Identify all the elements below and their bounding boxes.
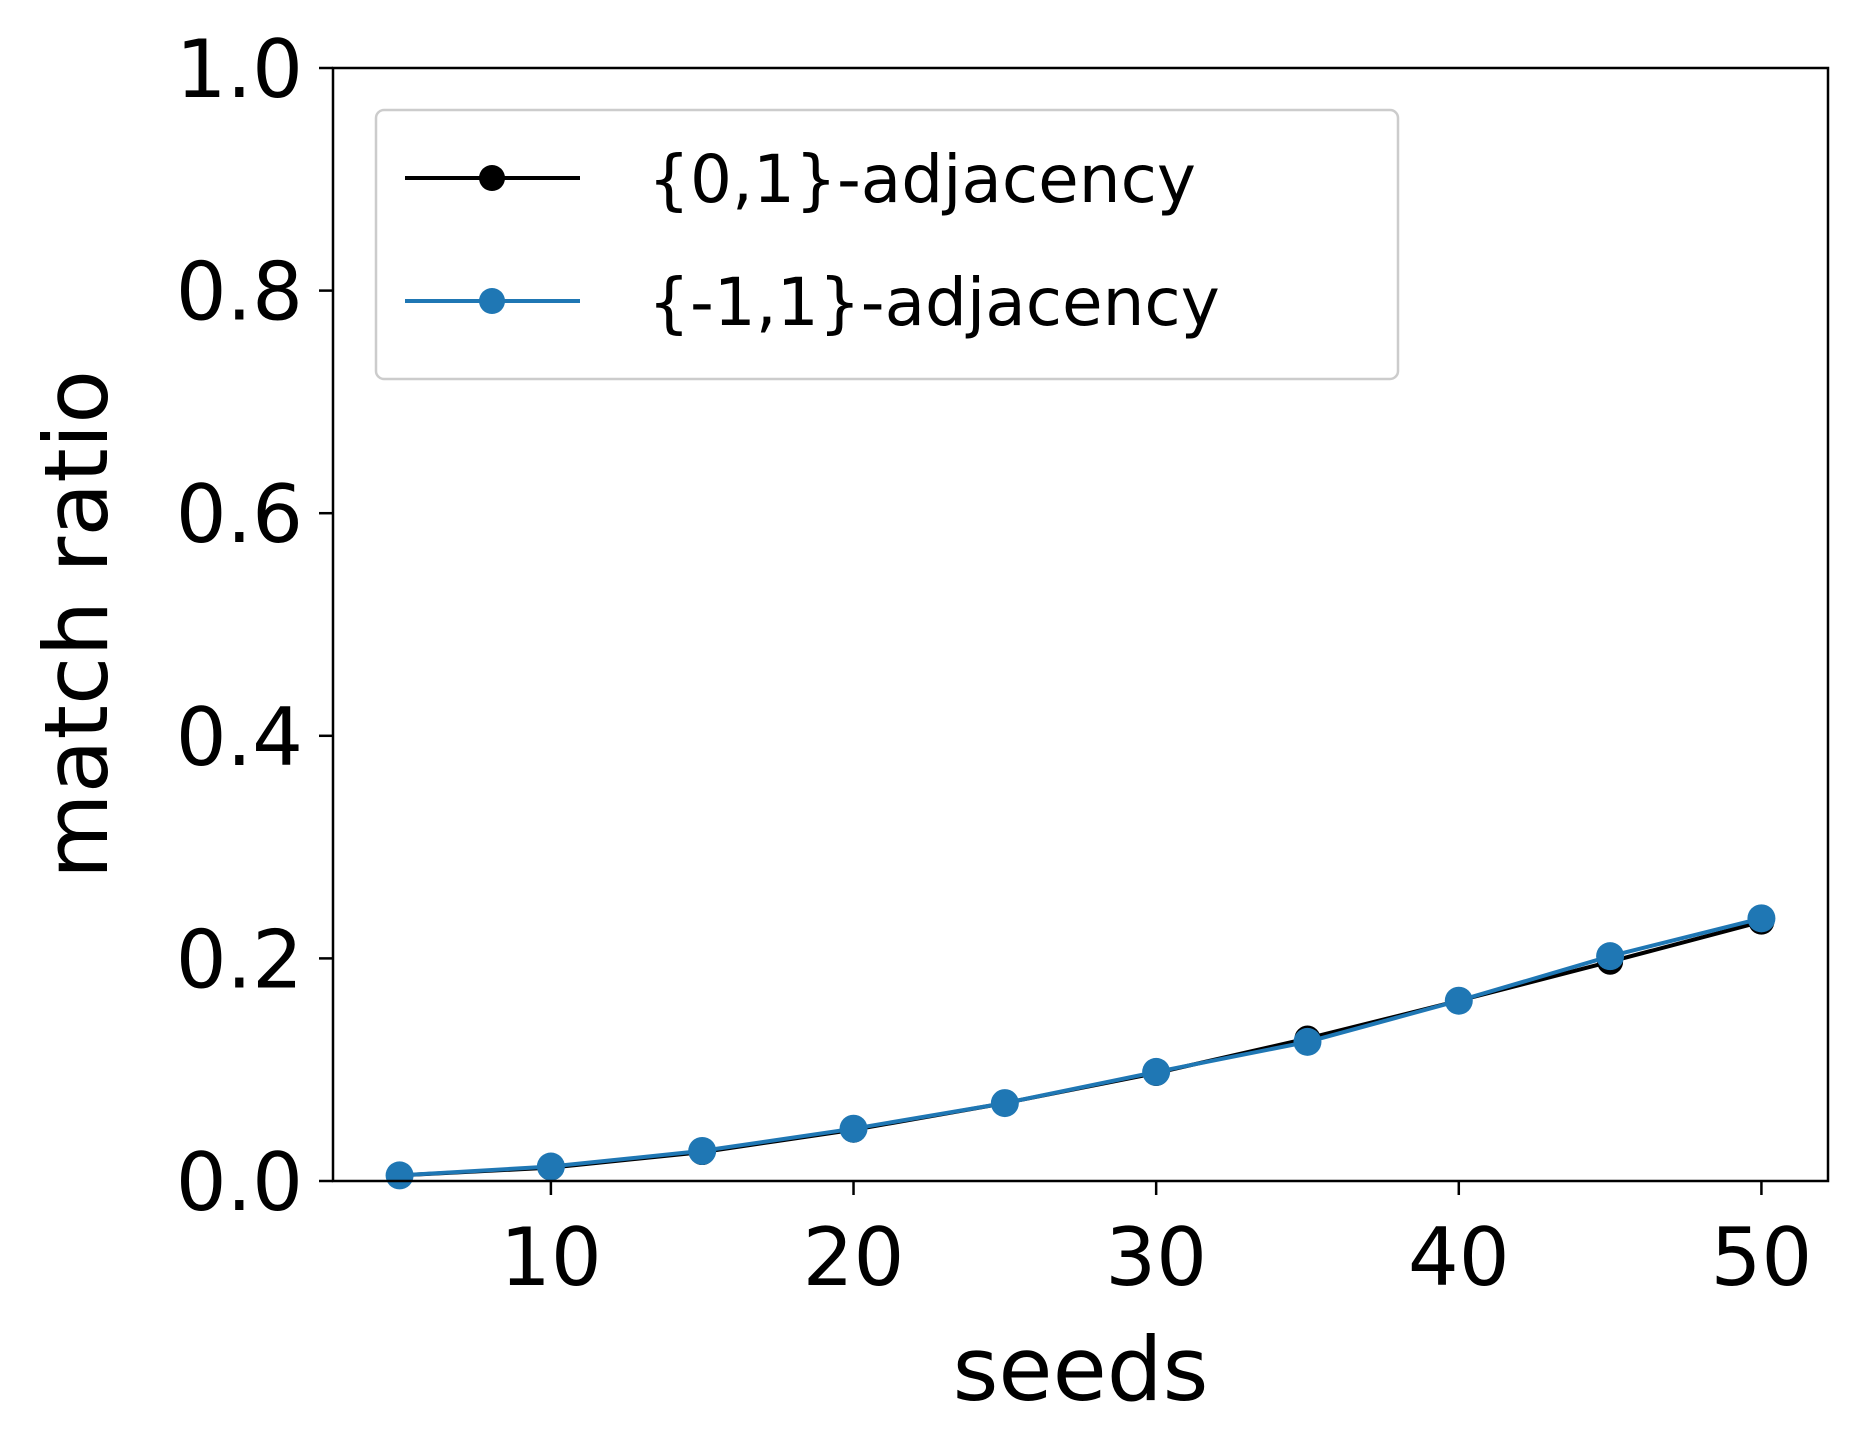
series-1 (385, 904, 1776, 1190)
ticks: 10 20 30 40 50 0.0 0.2 0.4 0.6 0.8 1.0 (176, 23, 1813, 1304)
x-tick-label: 30 (1105, 1211, 1207, 1304)
legend-marker-series-0 (479, 165, 505, 191)
data-point (1293, 1027, 1322, 1056)
legend: {0,1}-adjacency {-1,1}-adjacency (374, 108, 1400, 381)
legend-entry-series-1: {-1,1}-adjacency (405, 264, 1220, 341)
legend-box (374, 108, 1400, 381)
x-tick-label: 50 (1711, 1211, 1813, 1304)
x-axis-label: seeds (953, 1318, 1209, 1421)
data-point (1747, 904, 1776, 933)
x-tick-label: 10 (500, 1211, 602, 1304)
data-point (1142, 1057, 1171, 1086)
y-tick-label: 0.8 (176, 246, 303, 339)
data-point (385, 1161, 414, 1190)
plot-area-frame (331, 66, 1830, 1183)
y-tick-label: 0.6 (176, 468, 303, 561)
legend-entry-series-0: {0,1}-adjacency (405, 141, 1196, 218)
legend-label-series-1: {-1,1}-adjacency (648, 264, 1220, 341)
x-tick-label: 40 (1408, 1211, 1510, 1304)
y-tick-label: 1.0 (176, 23, 303, 116)
y-tick-label: 0.0 (176, 1136, 303, 1229)
data-point (536, 1152, 565, 1181)
data-point (839, 1114, 868, 1143)
legend-marker-series-1 (479, 288, 505, 314)
y-axis-label: match ratio (25, 370, 128, 879)
series-line (399, 916, 1762, 1178)
data-point (1596, 942, 1625, 971)
y-tick-label: 0.4 (176, 691, 303, 784)
data-point (990, 1089, 1019, 1118)
series (385, 904, 1776, 1190)
data-point (1444, 986, 1473, 1015)
x-tick-label: 20 (803, 1211, 905, 1304)
legend-label-series-0: {0,1}-adjacency (648, 141, 1196, 218)
y-tick-label: 0.2 (176, 913, 303, 1006)
data-point (688, 1136, 717, 1165)
